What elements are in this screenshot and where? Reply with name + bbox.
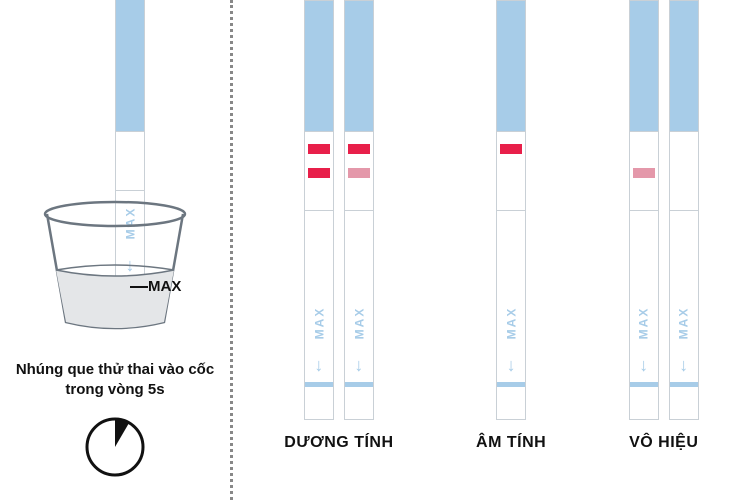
arrow-down-icon: ↓ <box>507 356 516 374</box>
diagram-container: MAX ↓ MAX Nhúng que thử thai vào cốc tro… <box>0 0 750 500</box>
strip-tail <box>630 393 658 419</box>
arrow-down-icon: ↓ <box>639 356 648 374</box>
strip-handle <box>116 0 144 131</box>
instruction-text: Nhúng que thử thai vào cốc trong vòng 5s <box>15 360 215 401</box>
instruction-panel: MAX ↓ MAX Nhúng que thử thai vào cốc tro… <box>0 0 230 500</box>
max-line <box>497 382 525 387</box>
max-label: MAX <box>148 278 181 295</box>
control-band <box>500 144 522 154</box>
strip-max-zone: MAX ↓ <box>305 211 333 393</box>
strip-pair: MAX ↓ MAX ↓ <box>304 0 374 420</box>
strip-result-zone <box>345 131 373 211</box>
strip-result-zone <box>116 131 144 191</box>
test-strip: MAX ↓ <box>629 0 659 420</box>
test-strip: MAX ↓ <box>344 0 374 420</box>
result-label: VÔ HIỆU <box>629 434 698 452</box>
arrow-down-icon: ↓ <box>679 356 688 374</box>
cup-icon <box>40 200 190 330</box>
strip-max-zone: MAX ↓ <box>670 211 698 393</box>
max-line <box>305 382 333 387</box>
result-group: MAX ↓ MAX ↓ DƯƠNG TÍNH <box>284 0 393 500</box>
test-strip: MAX ↓ <box>669 0 699 420</box>
strip-max-zone: MAX ↓ <box>630 211 658 393</box>
strip-pair: MAX ↓ <box>496 0 526 420</box>
strip-tail <box>345 393 373 419</box>
control-band <box>308 144 330 154</box>
strip-max-zone: MAX ↓ <box>497 211 525 393</box>
strip-pair: MAX ↓ MAX ↓ <box>629 0 699 420</box>
test-band <box>348 168 370 178</box>
test-band <box>633 168 655 178</box>
timer-icon <box>83 415 147 479</box>
result-label: ÂM TÍNH <box>476 434 546 452</box>
strip-handle <box>345 1 373 131</box>
max-line <box>630 382 658 387</box>
arrow-down-icon: ↓ <box>314 356 323 374</box>
strip-handle <box>670 1 698 131</box>
test-strip: MAX ↓ <box>304 0 334 420</box>
strip-handle <box>305 1 333 131</box>
max-pointer-line <box>130 286 148 288</box>
result-label: DƯƠNG TÍNH <box>284 434 393 452</box>
strip-tail <box>670 393 698 419</box>
control-band <box>348 144 370 154</box>
max-text: MAX <box>504 307 518 340</box>
strip-tail <box>305 393 333 419</box>
result-group: MAX ↓ MAX ↓ VÔ HIỆU <box>629 0 699 500</box>
strip-max-zone: MAX ↓ <box>345 211 373 393</box>
strip-result-zone <box>305 131 333 211</box>
test-band <box>308 168 330 178</box>
test-strip: MAX ↓ <box>496 0 526 420</box>
strip-handle <box>630 1 658 131</box>
max-text: MAX <box>677 307 691 340</box>
max-line <box>345 382 373 387</box>
strip-handle <box>497 1 525 131</box>
strip-result-zone <box>670 131 698 211</box>
max-line <box>670 382 698 387</box>
arrow-down-icon: ↓ <box>354 356 363 374</box>
max-text: MAX <box>352 307 366 340</box>
strip-tail <box>497 393 525 419</box>
max-text: MAX <box>637 307 651 340</box>
max-text: MAX <box>312 307 326 340</box>
strip-result-zone <box>497 131 525 211</box>
results-panel: MAX ↓ MAX ↓ DƯƠNG TÍNH MAX ↓ ÂM TÍNH MAX ↓ MAX ↓ VÔ … <box>233 0 750 500</box>
result-group: MAX ↓ ÂM TÍNH <box>476 0 546 500</box>
strip-result-zone <box>630 131 658 211</box>
